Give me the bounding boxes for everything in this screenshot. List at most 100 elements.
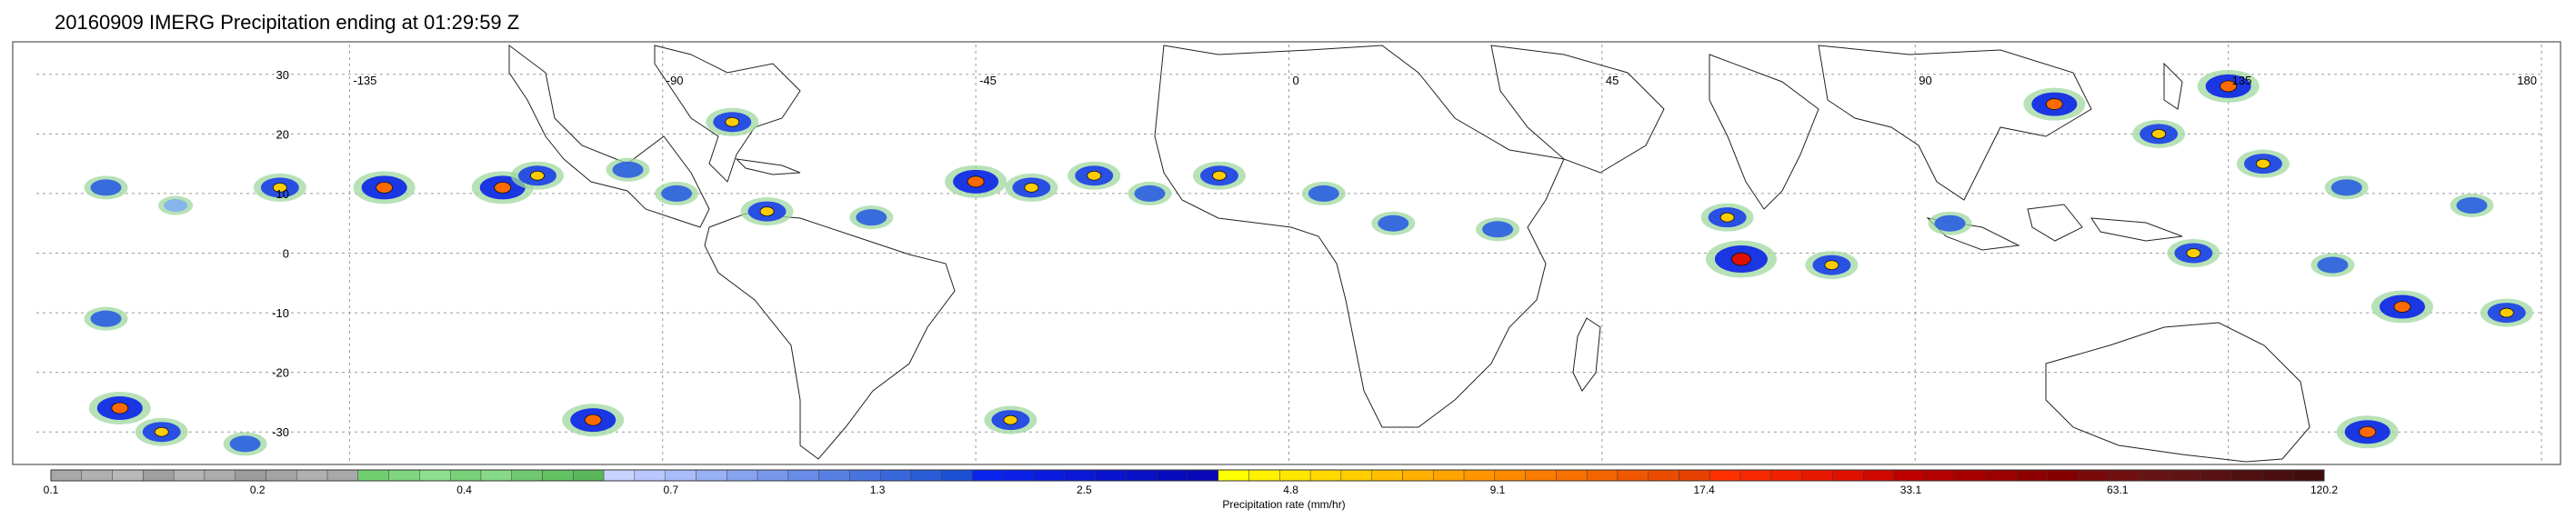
rain-cell-core bbox=[2186, 248, 2201, 258]
longitude-label: 180 bbox=[2517, 74, 2537, 87]
colorbar-swatch bbox=[1832, 469, 1864, 482]
colorbar-swatch bbox=[1955, 469, 1987, 482]
colorbar-tick-label: 0.4 bbox=[456, 484, 472, 496]
rain-cell bbox=[606, 157, 650, 182]
colorbar-swatch bbox=[818, 469, 850, 482]
rain-cell-core bbox=[1824, 260, 1839, 271]
colorbar-swatch bbox=[480, 469, 512, 482]
colorbar-swatch bbox=[787, 469, 819, 482]
colorbar-frame bbox=[50, 469, 2325, 482]
longitude-label: -90 bbox=[667, 74, 684, 87]
colorbar-swatch bbox=[1770, 469, 1802, 482]
rain-cell bbox=[2236, 149, 2290, 178]
latitude-label: -10 bbox=[272, 306, 289, 320]
longitude-label: 0 bbox=[1293, 74, 1299, 87]
rain-cell-core bbox=[111, 402, 129, 414]
latitude-label: 30 bbox=[276, 68, 289, 82]
rain-cell-core bbox=[2151, 128, 2166, 139]
colorbar-swatch bbox=[1893, 469, 1926, 482]
latitude-label: 20 bbox=[276, 127, 289, 141]
colorbar-swatch bbox=[50, 469, 82, 482]
rain-cell-core bbox=[154, 426, 169, 437]
colorbar-swatch bbox=[1248, 469, 1280, 482]
colorbar-swatch bbox=[2200, 469, 2232, 482]
colorbar-tick-label: 63.1 bbox=[2107, 484, 2129, 496]
rain-cell bbox=[2197, 69, 2260, 103]
colorbar-swatches bbox=[50, 469, 2325, 482]
rain-cell-core bbox=[272, 182, 287, 193]
rain-cell-core bbox=[2255, 158, 2270, 169]
colorbar-swatch bbox=[1924, 469, 1956, 482]
colorbar-swatch bbox=[1586, 469, 1619, 482]
rain-cell-core bbox=[1719, 212, 1735, 223]
rain-cell bbox=[253, 173, 306, 202]
colorbar-swatch bbox=[1003, 469, 1035, 482]
colorbar-swatch bbox=[2262, 469, 2294, 482]
rain-cell-core bbox=[2499, 307, 2514, 318]
rain-cell-body bbox=[90, 179, 122, 196]
longitude-label: 135 bbox=[2232, 74, 2252, 87]
colorbar-swatch bbox=[357, 469, 389, 482]
rain-cell bbox=[2310, 253, 2355, 277]
rain-cell-core bbox=[967, 175, 985, 188]
colorbar-swatch bbox=[204, 469, 236, 482]
rain-cell bbox=[84, 306, 128, 331]
longitude-label: -45 bbox=[979, 74, 997, 87]
rain-cell-body bbox=[164, 199, 188, 213]
longitude-label: 90 bbox=[1919, 74, 1931, 87]
colorbar-swatch bbox=[112, 469, 144, 482]
colorbar-tick-label: 33.1 bbox=[1900, 484, 1922, 496]
colorbar-swatch bbox=[972, 469, 1004, 482]
colorbar-swatch bbox=[2231, 469, 2263, 482]
rain-cell bbox=[1805, 251, 1859, 280]
colorbar-tick-label: 1.3 bbox=[870, 484, 886, 496]
rain-cell bbox=[1301, 181, 1346, 205]
latitude-labels: 30 20 10 0 -10 -20 -30 bbox=[272, 68, 289, 439]
rain-cell bbox=[1005, 173, 1058, 202]
rain-cell-body bbox=[856, 209, 887, 226]
colorbar-swatch bbox=[419, 469, 451, 482]
rain-cell-core bbox=[376, 181, 394, 194]
rain-cell-core bbox=[494, 181, 512, 194]
colorbar-swatch bbox=[2078, 469, 2110, 482]
rain-cell-core bbox=[725, 116, 740, 127]
colorbar-tick-label: 4.8 bbox=[1283, 484, 1298, 496]
colorbar-swatch bbox=[1402, 469, 1434, 482]
rain-cell-body bbox=[1308, 185, 1339, 202]
rain-cell bbox=[1476, 217, 1520, 242]
rain-cell bbox=[2324, 175, 2369, 200]
colorbar-swatch bbox=[665, 469, 697, 482]
colorbar-swatch bbox=[388, 469, 420, 482]
colorbar-swatch bbox=[296, 469, 328, 482]
rain-cell bbox=[1192, 161, 1246, 190]
map-title: 20160909 IMERG Precipitation ending at 0… bbox=[55, 11, 520, 34]
colorbar-swatch bbox=[941, 469, 973, 482]
rain-cell-core bbox=[2359, 425, 2377, 438]
latitude-label: 0 bbox=[283, 247, 289, 261]
colorbar-swatch bbox=[1863, 469, 1895, 482]
colorbar-swatch bbox=[1371, 469, 1403, 482]
colorbar-swatch bbox=[1494, 469, 1526, 482]
colorbar-swatch bbox=[235, 469, 266, 482]
rain-cell-body bbox=[2330, 179, 2362, 196]
rain-cell-core bbox=[2393, 301, 2411, 313]
rain-cell bbox=[2132, 119, 2186, 148]
rain-cell-body bbox=[661, 185, 693, 202]
rain-cell bbox=[2450, 194, 2494, 218]
rain-cell-core bbox=[759, 206, 775, 217]
colorbar-swatch bbox=[2293, 469, 2325, 482]
latitude-label: 10 bbox=[276, 187, 289, 201]
colorbar-title: Precipitation rate (mm/hr) bbox=[1222, 498, 1345, 511]
colorbar-swatch bbox=[1525, 469, 1557, 482]
rain-cell bbox=[88, 391, 151, 424]
colorbar-swatch bbox=[266, 469, 297, 482]
colorbar-swatch bbox=[727, 469, 758, 482]
rain-cell-body bbox=[1378, 215, 1409, 232]
colorbar-swatch bbox=[1157, 469, 1188, 482]
longitude-label: 45 bbox=[1606, 74, 1619, 87]
colorbar-swatch bbox=[143, 469, 175, 482]
rain-cell-body bbox=[1134, 185, 1166, 202]
rain-cell bbox=[135, 417, 188, 446]
rain-cell-core bbox=[2045, 98, 2063, 110]
colorbar-labels: 0.1 0.2 0.4 0.7 1.3 2.5 4.8 9.1 17.4 33.1 63.1 120.… bbox=[44, 484, 2339, 496]
